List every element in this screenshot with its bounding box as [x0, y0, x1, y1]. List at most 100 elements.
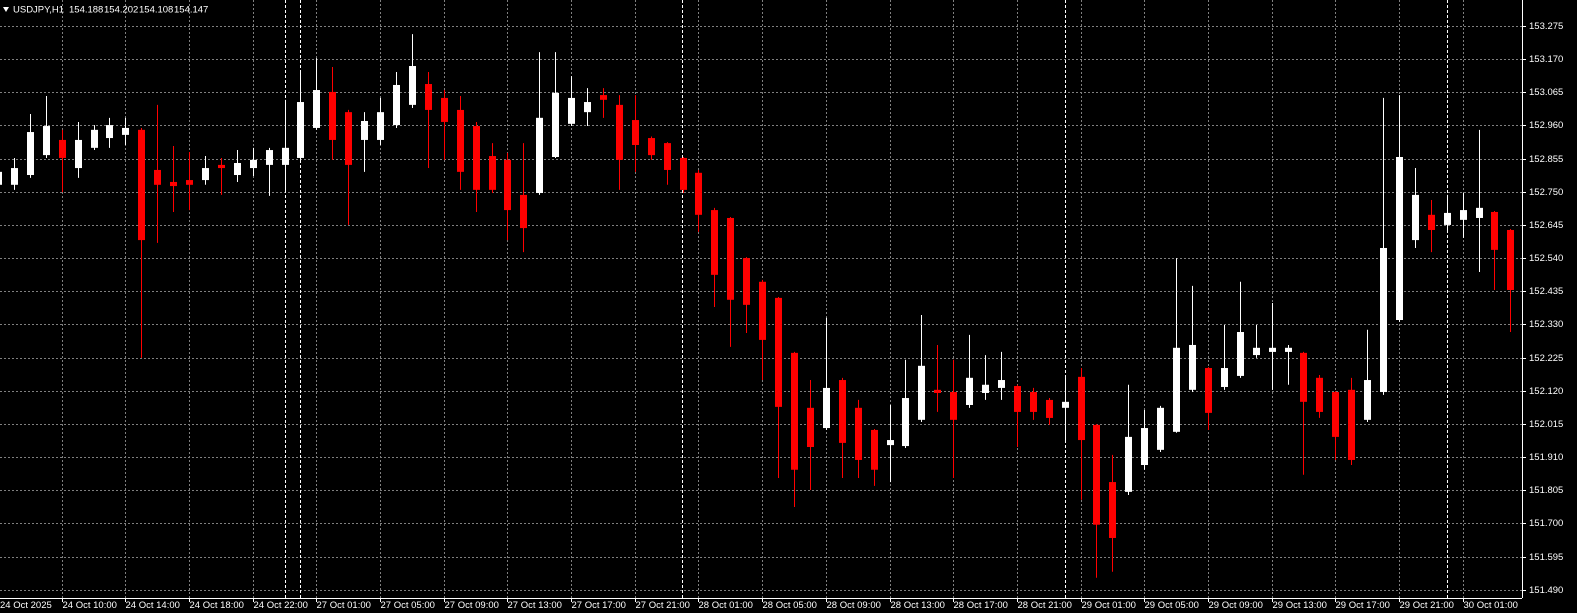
- candle-body: [425, 84, 432, 110]
- candle-body: [1205, 368, 1212, 413]
- candle-body: [313, 90, 320, 128]
- candle-body: [1173, 347, 1180, 432]
- candle-body: [1444, 212, 1451, 225]
- candle-body: [743, 258, 750, 305]
- candle-body: [250, 159, 257, 169]
- candle-body: [361, 120, 368, 140]
- candle-body: [202, 168, 209, 181]
- x-tick-label: 27 Oct 09:00: [445, 600, 499, 611]
- candle-body: [520, 194, 527, 229]
- candle-body: [1476, 207, 1483, 218]
- candle-body: [1062, 401, 1069, 408]
- grid: [0, 0, 1522, 598]
- candle-body: [855, 407, 862, 460]
- candle-body: [934, 389, 941, 393]
- candle-body: [600, 95, 607, 100]
- candle-body: [1109, 482, 1116, 538]
- x-tick-label: 29 Oct 17:00: [1336, 600, 1390, 611]
- candle-body: [759, 281, 766, 340]
- candle-body: [91, 129, 98, 148]
- candle-body: [1125, 436, 1132, 492]
- x-tick-label: 24 Oct 14:00: [126, 600, 180, 611]
- x-tick-label: 28 Oct 01:00: [699, 600, 753, 611]
- y-tick-label: 152.750: [1529, 187, 1563, 198]
- candle-body: [329, 91, 336, 140]
- x-tick-label: 29 Oct 13:00: [1273, 600, 1327, 611]
- header-price: 154.188: [69, 5, 103, 16]
- x-tick-label: 28 Oct 09:00: [827, 600, 881, 611]
- candle-body: [616, 104, 623, 160]
- candle-body: [393, 84, 400, 126]
- candle-body: [871, 429, 878, 470]
- x-tick-label: 24 Oct 18:00: [190, 600, 244, 611]
- candle-body: [775, 297, 782, 407]
- candle-body: [282, 147, 289, 165]
- candle-body: [1396, 157, 1403, 321]
- candle-body: [0, 171, 2, 185]
- candle-body: [966, 377, 973, 405]
- candle-body: [1269, 347, 1276, 352]
- candle-body: [1253, 347, 1260, 356]
- x-tick-label: 24 Oct 10:00: [63, 600, 117, 611]
- candle-body: [1316, 377, 1323, 412]
- y-tick-label: 151.595: [1529, 552, 1563, 563]
- candle-body: [536, 117, 543, 194]
- y-tick-label: 151.805: [1529, 485, 1563, 496]
- candle-body: [1491, 211, 1498, 250]
- candle-body: [377, 112, 384, 140]
- candle-body: [1030, 392, 1037, 412]
- candle-body: [138, 129, 145, 241]
- x-tick-label: 28 Oct 17:00: [954, 600, 1008, 611]
- header-price: 154.147: [174, 5, 208, 16]
- candle-body: [1364, 380, 1371, 420]
- candle-body: [1157, 407, 1164, 450]
- candle-body: [1428, 214, 1435, 230]
- candle-body: [839, 380, 846, 443]
- x-tick-label: 24 Oct 2025: [0, 600, 52, 611]
- candle-body: [791, 352, 798, 470]
- header-price: 154.108: [139, 5, 173, 16]
- y-tick-label: 152.435: [1529, 286, 1563, 297]
- y-tick-label: 153.170: [1529, 54, 1563, 65]
- candle-body: [441, 97, 448, 122]
- candle-body: [1332, 392, 1339, 437]
- candle-body: [234, 163, 241, 176]
- candle-body: [1046, 399, 1053, 418]
- candle-body: [504, 159, 511, 211]
- candle-body: [998, 380, 1005, 388]
- candle-body: [568, 97, 575, 124]
- candle-body: [11, 168, 18, 185]
- candle-body: [218, 164, 225, 169]
- candle-body: [1078, 376, 1085, 441]
- candle-body: [186, 180, 193, 185]
- candle-body: [1221, 368, 1228, 387]
- candle-body: [1237, 332, 1244, 376]
- candle-body: [1189, 344, 1196, 390]
- candle-body: [27, 132, 34, 176]
- x-tick-label: 29 Oct 09:00: [1209, 600, 1263, 611]
- x-tick-label: 28 Oct 13:00: [891, 600, 945, 611]
- x-tick-label: 28 Oct 21:00: [1018, 600, 1072, 611]
- x-tick-label: 29 Oct 05:00: [1145, 600, 1199, 611]
- candle-body: [409, 66, 416, 105]
- candle-body: [1412, 194, 1419, 241]
- y-tick-label: 152.645: [1529, 220, 1563, 231]
- candle-body: [1285, 347, 1292, 352]
- x-tick-label: 27 Oct 17:00: [572, 600, 626, 611]
- candle-body: [1300, 352, 1307, 402]
- candle-body: [170, 181, 177, 187]
- candle-body: [950, 392, 957, 420]
- x-tick-label: 27 Oct 13:00: [508, 600, 562, 611]
- y-tick-label: 152.120: [1529, 386, 1563, 397]
- candle-body: [489, 156, 496, 190]
- candle-body: [552, 92, 559, 158]
- header-price: 154.202: [104, 5, 138, 16]
- y-tick-label: 152.540: [1529, 253, 1563, 264]
- candle-body: [1093, 424, 1100, 525]
- candle-body: [473, 126, 480, 190]
- candle-body: [106, 125, 113, 139]
- y-tick-label: 151.490: [1529, 585, 1563, 596]
- y-tick-label: 151.910: [1529, 452, 1563, 463]
- candle-body: [75, 139, 82, 169]
